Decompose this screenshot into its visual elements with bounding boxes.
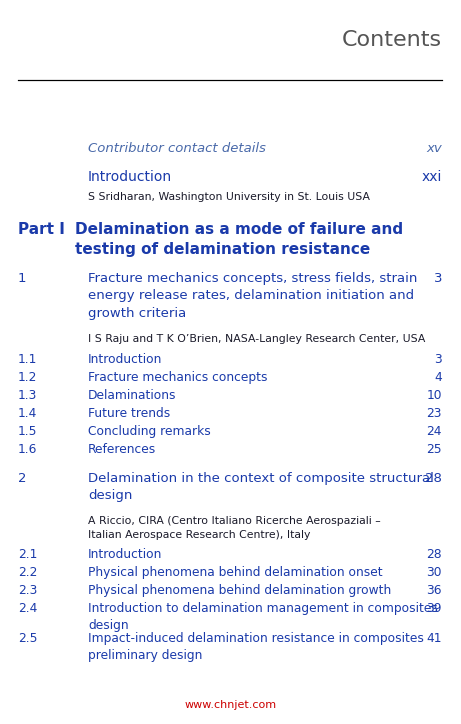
Text: 1.2: 1.2	[18, 371, 37, 384]
Text: xv: xv	[426, 142, 442, 155]
Text: Delamination in the context of composite structural
design: Delamination in the context of composite…	[88, 472, 434, 502]
Text: 2.2: 2.2	[18, 566, 37, 579]
Text: Delaminations: Delaminations	[88, 389, 177, 402]
Text: Future trends: Future trends	[88, 407, 170, 420]
Text: Introduction: Introduction	[88, 353, 162, 366]
Text: Fracture mechanics concepts: Fracture mechanics concepts	[88, 371, 267, 384]
Text: Concluding remarks: Concluding remarks	[88, 425, 211, 438]
Text: 1.4: 1.4	[18, 407, 37, 420]
Text: 28: 28	[425, 472, 442, 485]
Text: 30: 30	[426, 566, 442, 579]
Text: 23: 23	[426, 407, 442, 420]
Text: 1.1: 1.1	[18, 353, 37, 366]
Text: 25: 25	[426, 443, 442, 456]
Text: 1.3: 1.3	[18, 389, 37, 402]
Text: 2.3: 2.3	[18, 584, 37, 597]
Text: 1.6: 1.6	[18, 443, 37, 456]
Text: 39: 39	[426, 602, 442, 615]
Text: Impact-induced delamination resistance in composites
preliminary design: Impact-induced delamination resistance i…	[88, 632, 424, 662]
Text: 24: 24	[426, 425, 442, 438]
Text: 2.5: 2.5	[18, 632, 37, 645]
Text: 2.4: 2.4	[18, 602, 37, 615]
Text: 1.5: 1.5	[18, 425, 37, 438]
Text: Part I: Part I	[18, 222, 65, 237]
Text: 41: 41	[426, 632, 442, 645]
Text: S Sridharan, Washington University in St. Louis USA: S Sridharan, Washington University in St…	[88, 192, 370, 202]
Text: Fracture mechanics concepts, stress fields, strain
energy release rates, delamin: Fracture mechanics concepts, stress fiel…	[88, 272, 417, 320]
Text: References: References	[88, 443, 156, 456]
Text: Physical phenomena behind delamination growth: Physical phenomena behind delamination g…	[88, 584, 391, 597]
Text: Introduction: Introduction	[88, 170, 172, 184]
Text: 3: 3	[433, 272, 442, 285]
Text: 10: 10	[426, 389, 442, 402]
Text: 36: 36	[426, 584, 442, 597]
Text: I S Raju and T K O’Brien, NASA-Langley Research Center, USA: I S Raju and T K O’Brien, NASA-Langley R…	[88, 334, 426, 344]
Text: 2: 2	[18, 472, 26, 485]
Text: Delamination as a mode of failure and
testing of delamination resistance: Delamination as a mode of failure and te…	[75, 222, 403, 257]
Text: Contributor contact details: Contributor contact details	[88, 142, 266, 155]
Text: A Riccio, CIRA (Centro Italiano Ricerche Aerospaziali –
Italian Aerospace Resear: A Riccio, CIRA (Centro Italiano Ricerche…	[88, 516, 381, 540]
Text: 28: 28	[426, 548, 442, 561]
Text: www.chnjet.com: www.chnjet.com	[184, 700, 277, 710]
Text: Introduction to delamination management in composites
design: Introduction to delamination management …	[88, 602, 438, 632]
Text: 2.1: 2.1	[18, 548, 37, 561]
Text: 4: 4	[434, 371, 442, 384]
Text: Introduction: Introduction	[88, 548, 162, 561]
Text: Contents: Contents	[342, 30, 442, 50]
Text: Physical phenomena behind delamination onset: Physical phenomena behind delamination o…	[88, 566, 383, 579]
Text: 3: 3	[434, 353, 442, 366]
Text: xxi: xxi	[422, 170, 442, 184]
Text: 1: 1	[18, 272, 26, 285]
